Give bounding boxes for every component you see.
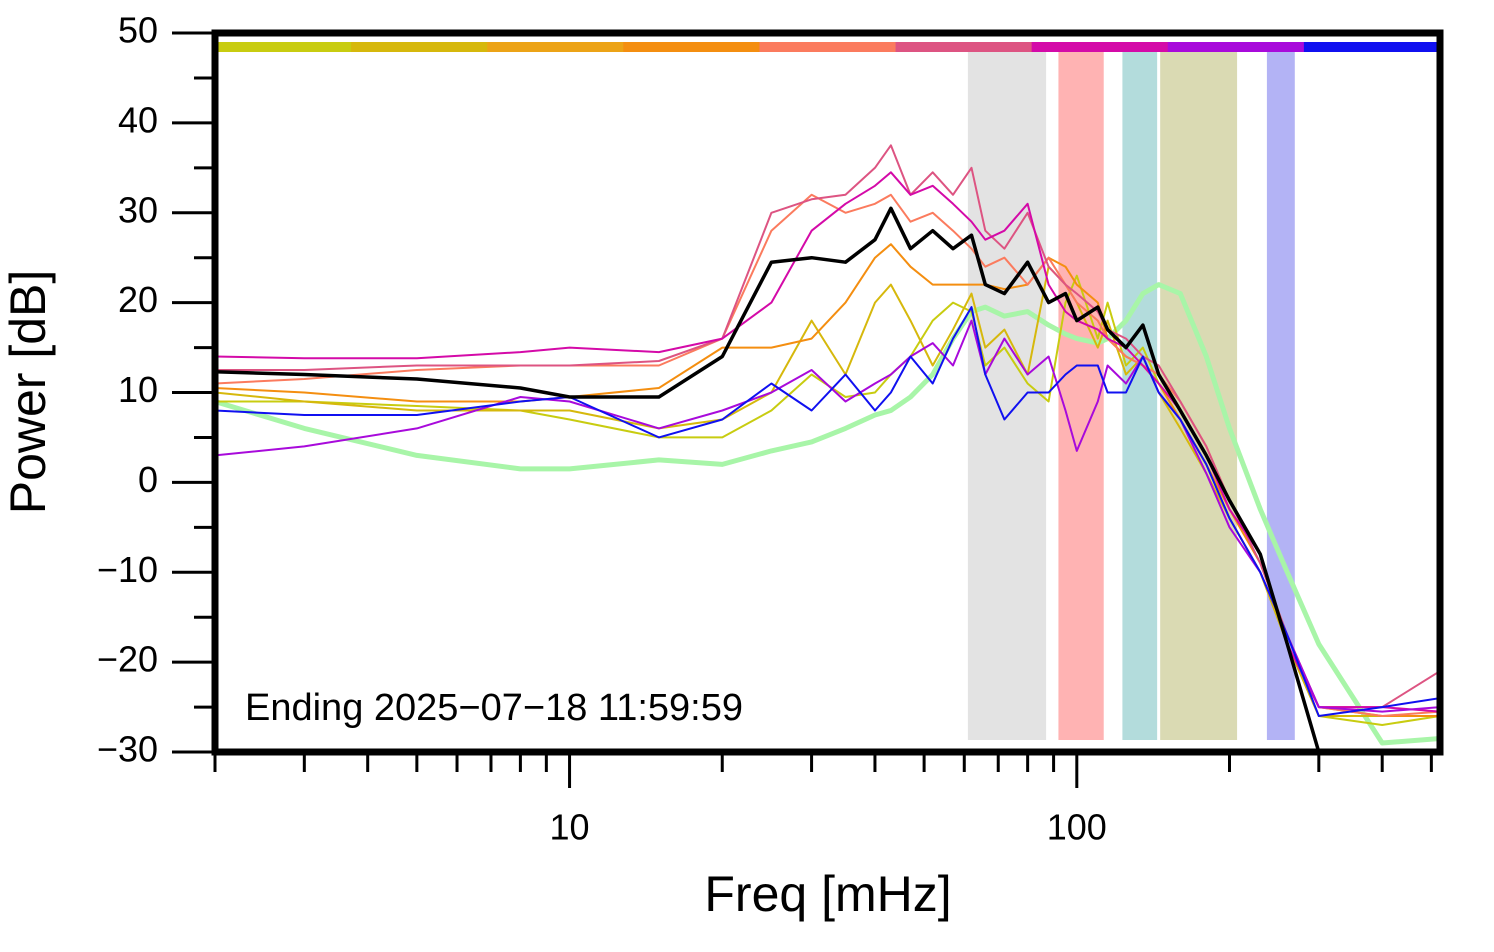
series-line — [215, 265, 1440, 717]
x-tick-label: 100 — [1047, 807, 1107, 848]
y-tick-label: −30 — [97, 729, 158, 770]
series-line — [215, 282, 1440, 746]
series-line — [215, 193, 1440, 717]
color-bar-segment — [487, 42, 624, 52]
color-bar-segment — [1031, 42, 1169, 52]
y-tick-label: 50 — [118, 10, 158, 51]
color-bar-segment — [759, 42, 897, 52]
color-bar-segment — [215, 42, 352, 52]
band — [967, 52, 1047, 740]
x-tick-label: 10 — [550, 807, 590, 848]
color-bar-segment — [895, 42, 1033, 52]
band — [1058, 52, 1104, 740]
band — [1122, 52, 1158, 740]
color-bar-segment — [623, 42, 760, 52]
series-line — [215, 171, 1440, 713]
band — [1266, 52, 1295, 740]
series-line — [215, 206, 1321, 752]
y-tick-label: 40 — [118, 99, 158, 140]
y-tick-label: 0 — [138, 459, 158, 500]
series-line — [215, 144, 1440, 709]
y-tick-label: 20 — [118, 279, 158, 320]
color-bar-segment — [351, 42, 488, 52]
y-tick-label: −20 — [97, 639, 158, 680]
x-axis-label: Freq [mHz] — [704, 866, 951, 922]
y-tick-label: −10 — [97, 549, 158, 590]
color-bar-segment — [1167, 42, 1305, 52]
series-line — [215, 319, 1440, 713]
plot-area — [215, 42, 1440, 752]
series-line — [215, 243, 1440, 717]
series-line — [215, 306, 1440, 717]
color-bar-segment — [1303, 42, 1440, 52]
y-tick-label: 30 — [118, 189, 158, 230]
annotation: Ending 2025−07−18 11:59:59 — [245, 687, 743, 729]
y-tick-label: 10 — [118, 369, 158, 410]
y-axis-label: Power [dB] — [0, 270, 56, 515]
